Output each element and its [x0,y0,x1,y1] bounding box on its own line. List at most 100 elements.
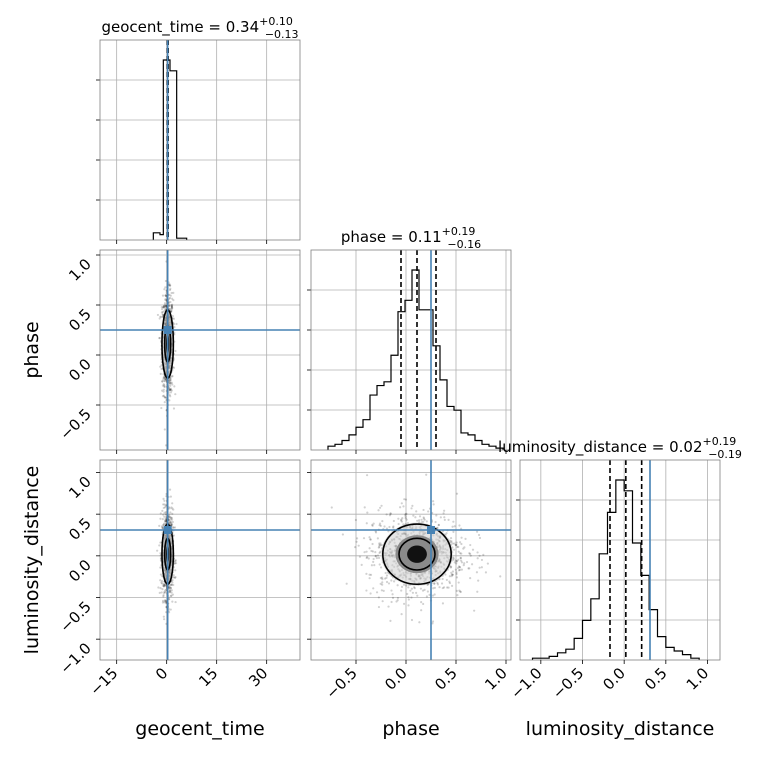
scatter-point [358,555,362,558]
scatter-point [392,525,395,528]
scatter-point [172,534,175,537]
scatter-point [330,506,333,509]
scatter-point [156,313,160,317]
scatter-point [477,579,480,582]
scatter-point [453,525,456,528]
scatter-point [410,507,413,510]
scatter-point [385,513,388,516]
scatter-point [168,586,171,589]
scatter-point [172,526,175,529]
scatter-point [171,520,174,524]
scatter-point [341,533,344,536]
scatter-point [379,524,382,527]
scatter-point [168,379,171,382]
scatter-point [171,581,174,584]
y-axis-label: phase [21,321,43,378]
panel-title-phase: phase = 0.11+0.19 −0.16 [341,225,481,251]
scatter-point [407,604,410,607]
scatter-point [440,582,444,585]
scatter-point [164,308,167,311]
title-subscript: −0.16 [447,238,481,251]
scatter-point [405,584,408,587]
scatter-point [158,317,161,320]
scatter-point [411,591,414,594]
scatter-point [375,591,379,594]
x-axis-label: phase [382,718,439,740]
scatter-point [442,512,445,515]
scatter-point [442,586,446,589]
scatter-point [170,583,173,587]
grid [100,250,300,450]
scatter-point [170,518,174,521]
scatter-point [437,523,440,526]
scatter-point [385,574,389,577]
scatter-point [170,381,173,384]
scatter-point [433,593,436,596]
panel-geocent_time-geocent_time [96,39,301,244]
panel-phase-phase [307,249,512,454]
scatter-point [422,516,425,519]
scatter-point [391,596,395,599]
scatter-point [379,582,382,585]
scatter-point [468,567,471,570]
scatter-point [162,376,165,379]
scatter-point [451,542,454,545]
grid [100,460,300,660]
scatter-point [385,580,389,584]
scatter-point [371,524,374,527]
scatter-point [459,590,462,594]
scatter-point [431,622,434,625]
scatter-point [171,507,174,510]
scatter-point [437,524,440,527]
histogram-bar [391,355,398,450]
scatter-point [168,590,172,594]
scatter-point [395,600,398,603]
scatter-point [164,279,167,283]
scatter-point [456,566,460,570]
scatter-point [164,294,167,297]
scatter-point [454,559,457,562]
scatter-point [367,557,370,560]
scatter-point [422,517,425,520]
panel-frame [519,459,721,661]
scatter-point [163,592,166,595]
scatter-point [172,583,175,587]
histogram-bar [153,233,160,240]
scatter-point [163,396,167,399]
scatter-point [402,602,406,605]
scatter-point [170,307,173,310]
scatter-point [363,506,366,509]
histogram-bar [412,270,419,450]
scatter-point [163,522,166,525]
scatter-point [410,587,413,590]
scatter-point [428,593,431,596]
scatter-point [165,588,168,591]
scatter-point [475,571,479,574]
scatter-point [378,542,381,545]
x-tick-label: −1.0 [507,664,545,702]
scatter-point [458,589,461,592]
scatter-point [165,513,168,516]
scatter-point [163,376,166,380]
scatter-point [170,308,173,311]
scatter-point [170,303,173,307]
scatter-point [163,302,167,305]
scatter-point [163,428,166,431]
scatter-point [391,593,394,596]
scatter-point [171,374,174,378]
panel-title-geocent_time: geocent_time = 0.34+0.10 −0.13 [101,15,298,41]
scatter-point [168,304,171,307]
scatter-point [427,510,430,513]
scatter-point [445,578,448,582]
scatter-point [164,600,167,603]
scatter-point [459,557,462,560]
scatter-point [172,291,175,294]
scatter-point [168,383,172,386]
scatter-point [169,520,172,524]
scatter-point [389,512,392,515]
scatter-point [160,525,164,528]
histogram-bar [566,649,574,660]
scatter-point [368,577,371,580]
scatter-point [169,608,172,611]
